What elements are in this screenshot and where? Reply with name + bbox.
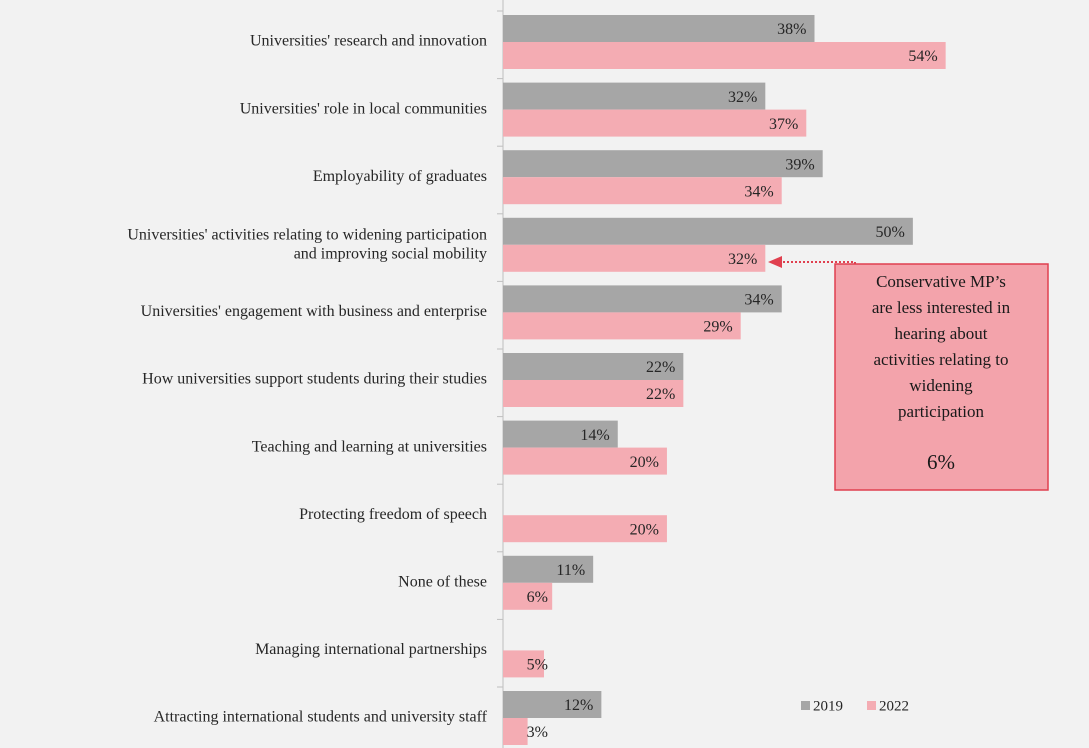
bar <box>503 515 667 543</box>
value-label: 5% <box>527 657 548 674</box>
category-label: Protecting freedom of speech <box>299 506 487 523</box>
value-label: 37% <box>769 116 798 133</box>
value-label: 20% <box>630 521 659 538</box>
bar <box>503 555 594 583</box>
value-label: 11% <box>556 562 585 579</box>
value-label: 34% <box>744 183 773 200</box>
bar <box>503 285 782 313</box>
category-label: Managing international partnerships <box>255 641 487 658</box>
legend-label: 2022 <box>879 698 909 714</box>
legend-swatch <box>801 701 810 710</box>
annotation-text: Conservative MP’s <box>876 272 1006 291</box>
value-label: 14% <box>580 427 609 444</box>
bar <box>503 691 602 718</box>
bar <box>503 82 766 110</box>
bar <box>503 582 553 610</box>
legend-swatch <box>867 701 876 710</box>
category-label: Employability of graduates <box>313 168 487 185</box>
annotation-text: participation <box>898 402 984 421</box>
category-label: Universities' activities relating to wid… <box>127 226 487 243</box>
category-label: None of these <box>398 573 487 590</box>
value-label: 34% <box>744 292 773 309</box>
value-label: 32% <box>728 89 757 106</box>
value-label: 29% <box>703 319 732 336</box>
category-label: Universities' engagement with business a… <box>141 303 487 320</box>
bar <box>503 150 823 178</box>
value-label: 22% <box>646 386 675 403</box>
value-label: 22% <box>646 359 675 376</box>
bar <box>503 650 544 678</box>
bar <box>503 312 741 340</box>
bar <box>503 353 684 380</box>
annotation-arrow <box>780 261 856 264</box>
bar <box>503 420 618 448</box>
value-label: 38% <box>777 21 806 38</box>
value-label: 3% <box>527 724 548 741</box>
annotation-value: 6% <box>927 450 955 474</box>
category-label: How universities support students during… <box>142 371 487 388</box>
value-label: 20% <box>630 454 659 471</box>
annotation-text: hearing about <box>895 324 988 343</box>
arrow-head <box>768 256 782 268</box>
value-label: 12% <box>564 697 593 714</box>
annotation-text: activities relating to <box>873 350 1008 369</box>
value-label: 32% <box>728 251 757 268</box>
bar <box>503 15 815 42</box>
bar <box>503 244 766 272</box>
category-label: Attracting international students and un… <box>154 709 488 726</box>
value-label: 54% <box>908 48 937 65</box>
bar <box>503 177 782 205</box>
annotation-text: widening <box>909 376 973 395</box>
category-label: Universities' role in local communities <box>240 100 487 117</box>
value-label: 39% <box>785 156 814 173</box>
bar <box>503 718 528 745</box>
value-label: 6% <box>527 589 548 606</box>
bar <box>503 42 946 69</box>
category-label: Teaching and learning at universities <box>252 438 487 455</box>
category-label: and improving social mobility <box>294 245 487 262</box>
annotation-box <box>834 263 1049 491</box>
bar <box>503 447 667 475</box>
category-label: Universities' research and innovation <box>250 33 487 50</box>
annotation-text: are less interested in <box>872 298 1011 317</box>
legend-label: 2019 <box>813 698 843 714</box>
bar <box>503 380 684 407</box>
bar <box>503 109 807 137</box>
bar <box>503 217 913 245</box>
value-label: 50% <box>876 224 905 241</box>
